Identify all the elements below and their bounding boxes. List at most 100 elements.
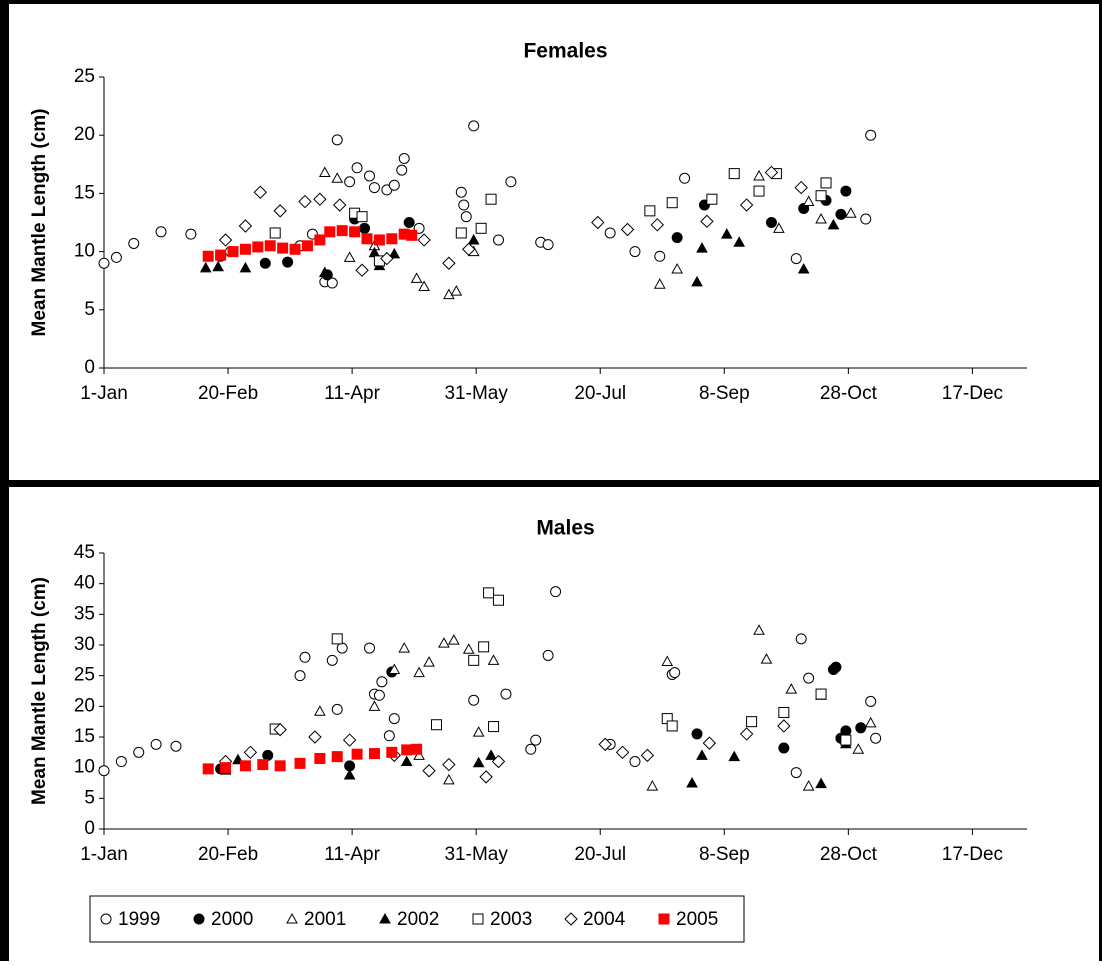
point [383, 730, 395, 742]
x-tick-label: 11-Apr [324, 383, 380, 404]
y-tick-label: 30 [74, 634, 95, 655]
point [363, 642, 375, 654]
point [359, 222, 371, 234]
frame-right [1099, 0, 1102, 961]
point [468, 654, 480, 666]
frame-divider [0, 480, 1102, 487]
point [629, 756, 641, 768]
point [326, 654, 338, 666]
point [442, 256, 456, 270]
point [336, 225, 348, 237]
point [764, 165, 779, 180]
point [720, 228, 733, 239]
point [728, 750, 741, 762]
series [202, 225, 418, 262]
point [706, 193, 718, 205]
point [318, 266, 331, 278]
x-tick-label: 20-Jul [574, 844, 626, 865]
point [447, 634, 460, 645]
point [478, 641, 490, 653]
point [460, 211, 472, 223]
point [598, 737, 612, 752]
point [386, 746, 398, 758]
point [671, 232, 683, 244]
point [666, 720, 678, 732]
point [840, 185, 852, 197]
point [253, 185, 268, 199]
x-tick-label: 8-Sep [699, 383, 750, 404]
point [413, 749, 425, 760]
point [472, 726, 485, 737]
point [696, 749, 708, 760]
point [376, 676, 388, 688]
point [155, 226, 167, 238]
point [855, 722, 867, 734]
point [238, 219, 253, 233]
point [790, 253, 802, 265]
point [865, 129, 877, 141]
point [282, 256, 294, 268]
point [815, 190, 827, 202]
point [468, 694, 480, 706]
point [479, 770, 493, 784]
point [820, 177, 832, 189]
point [388, 247, 401, 259]
x-tick-label: 1-Jan [80, 844, 128, 865]
point [840, 725, 852, 737]
y-tick-label: 45 [74, 542, 95, 563]
legend-label: 2005 [676, 909, 718, 930]
point [844, 207, 857, 218]
point [294, 670, 306, 682]
point [274, 760, 286, 772]
x-tick-label: 20-Feb [198, 844, 258, 865]
point [604, 227, 616, 239]
x-tick-label: 20-Feb [198, 383, 258, 404]
point [396, 164, 408, 176]
point [349, 226, 361, 238]
point [220, 762, 232, 774]
point [318, 166, 331, 177]
point [406, 229, 418, 241]
point [262, 749, 274, 761]
point [368, 748, 380, 760]
point [475, 222, 487, 234]
point [373, 689, 385, 701]
point [802, 195, 815, 207]
point [368, 182, 380, 194]
point [398, 152, 410, 164]
point [298, 194, 312, 209]
legend-label: 2003 [490, 909, 532, 930]
y-tick-label: 0 [84, 357, 95, 378]
point [128, 237, 140, 249]
point [733, 236, 746, 247]
point [696, 242, 708, 253]
point [331, 751, 343, 763]
point [356, 211, 368, 223]
point [430, 719, 442, 731]
point [269, 227, 281, 239]
point [615, 745, 630, 760]
point [331, 633, 343, 645]
y-tick-label: 20 [74, 124, 95, 145]
y-tick-label: 5 [84, 299, 95, 320]
point [640, 748, 655, 763]
point [413, 666, 425, 678]
y-tick-label: 15 [74, 726, 95, 747]
point [493, 234, 505, 246]
x-tick-label: 17-Dec [942, 383, 1003, 404]
point [259, 257, 271, 269]
series [98, 586, 882, 779]
point [746, 716, 758, 728]
x-tick-label: 11-Apr [324, 844, 380, 865]
point [286, 912, 298, 924]
point [400, 755, 413, 767]
point [185, 228, 197, 240]
point [150, 738, 162, 750]
y-tick-label: 25 [74, 665, 95, 686]
point [485, 193, 497, 205]
point [294, 757, 306, 769]
point [483, 587, 495, 599]
point [239, 261, 252, 273]
x-tick-label: 31-May [444, 383, 508, 404]
point [380, 251, 394, 266]
